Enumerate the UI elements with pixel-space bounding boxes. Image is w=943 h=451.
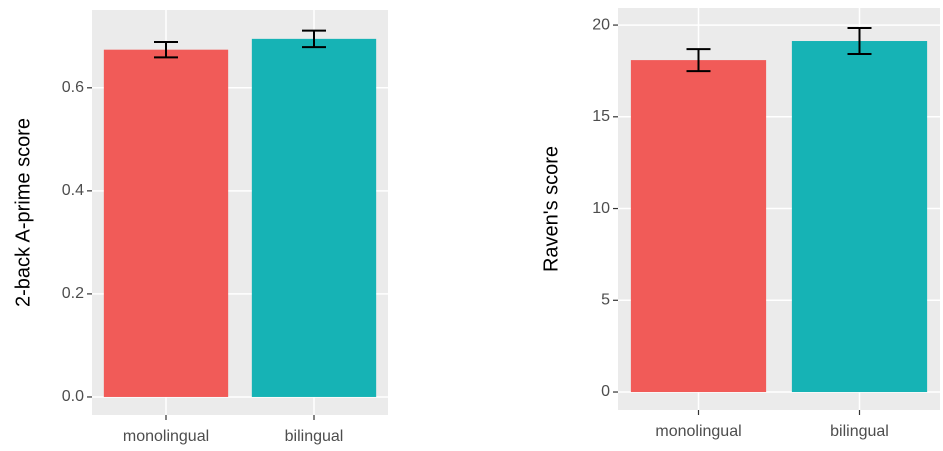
y-tick-label: 20 bbox=[592, 16, 610, 33]
y-tick-label: 10 bbox=[592, 200, 610, 217]
bar bbox=[251, 38, 377, 397]
error-bar bbox=[686, 48, 711, 73]
y-tick-label: 0.2 bbox=[62, 285, 84, 302]
y-axis-title: Raven's score bbox=[540, 146, 562, 272]
x-tick-label: bilingual bbox=[830, 423, 889, 440]
y-tick-label: 15 bbox=[592, 108, 610, 125]
y-tick-label: 5 bbox=[601, 291, 610, 308]
y-tick-label: 0.6 bbox=[62, 79, 84, 96]
bar bbox=[103, 49, 229, 397]
error-bar bbox=[847, 26, 872, 56]
y-axis-title: 2-back A-prime score bbox=[12, 118, 34, 307]
bar bbox=[791, 41, 928, 393]
x-tick-label: bilingual bbox=[285, 428, 344, 445]
error-bar bbox=[154, 40, 178, 59]
y-tick-label: 0.0 bbox=[62, 388, 84, 405]
y-tick-label: 0 bbox=[601, 383, 610, 400]
bar bbox=[630, 60, 767, 393]
error-bar bbox=[302, 29, 326, 49]
x-tick-label: monolingual bbox=[655, 423, 741, 440]
y-tick-label: 0.4 bbox=[62, 182, 84, 199]
x-tick-label: monolingual bbox=[123, 428, 209, 445]
